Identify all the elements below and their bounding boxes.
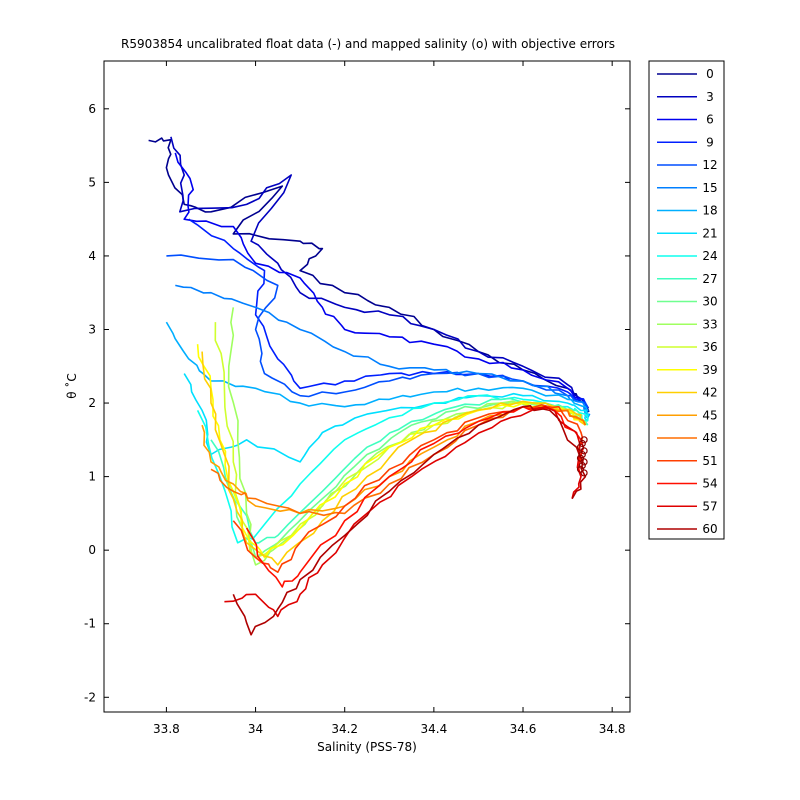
mapped-salinity-marker — [580, 469, 588, 477]
legend-label: 57 — [702, 499, 717, 513]
series-line-39 — [196, 344, 586, 559]
y-tick-label: 6 — [88, 102, 96, 116]
legend-label: 18 — [702, 204, 717, 218]
legend-label: 48 — [702, 431, 717, 445]
y-tick-label: 3 — [88, 322, 96, 336]
y-tick-label: 5 — [88, 175, 96, 189]
legend-label: 39 — [702, 363, 717, 377]
x-tick-label: 34.8 — [599, 722, 626, 736]
series-line-12 — [166, 254, 589, 419]
series-line-3 — [170, 136, 589, 419]
legend-label: 0 — [706, 67, 714, 81]
legend-box — [648, 60, 725, 540]
y-axis-label: θ ˚C — [64, 373, 79, 399]
series-line-60 — [232, 404, 587, 636]
chart-title: R5903854 uncalibrated float data (-) and… — [121, 37, 615, 51]
mapped-salinity-marker — [578, 450, 586, 459]
legend-label: 54 — [702, 477, 717, 491]
mapped-salinity-marker — [580, 436, 588, 444]
legend-label: 6 — [706, 113, 714, 127]
series-line-54 — [245, 405, 585, 588]
y-tick-label: 1 — [88, 470, 96, 484]
legend-label: 33 — [702, 317, 717, 331]
mapped-salinity-marker — [578, 439, 586, 448]
x-axis: 33.8 34 34.2 34.4 34.6 34.8 — [153, 61, 626, 736]
legend-label: 9 — [706, 135, 714, 149]
mapped-salinity-markers — [576, 436, 588, 477]
legend-label: 42 — [702, 386, 717, 400]
mapped-salinity-marker — [576, 454, 585, 462]
series-line-6 — [174, 152, 589, 419]
x-tick-label: 33.8 — [153, 722, 180, 736]
legend-label: 15 — [702, 181, 717, 195]
series-line-51 — [232, 404, 584, 574]
legend-label: 24 — [702, 249, 717, 263]
legend-label: 3 — [706, 90, 714, 104]
mapped-salinity-marker — [580, 458, 588, 466]
x-tick-label: 34 — [248, 722, 263, 736]
legend-label: 27 — [702, 272, 717, 286]
series-line-42 — [201, 351, 586, 566]
y-tick-label: -1 — [84, 617, 96, 631]
mapped-salinity-marker — [576, 443, 585, 451]
legend-label: 60 — [702, 522, 717, 536]
x-axis-label: Salinity (PSS-78) — [317, 740, 417, 754]
legend-label: 30 — [702, 295, 717, 309]
y-tick-label: 4 — [88, 249, 96, 263]
series-line-24 — [196, 394, 589, 544]
y-tick-label: -2 — [84, 690, 96, 704]
legend-label: 51 — [702, 454, 717, 468]
x-tick-label: 34.4 — [421, 722, 448, 736]
legend-label: 45 — [702, 408, 717, 422]
mapped-salinity-marker — [578, 461, 586, 470]
x-tick-label: 34.6 — [510, 722, 537, 736]
y-tick-label: 2 — [88, 396, 96, 410]
x-tick-label: 34.2 — [331, 722, 358, 736]
y-axis: -2 -1 0 1 2 3 4 5 6 — [84, 102, 630, 704]
y-tick-label: 0 — [88, 543, 96, 557]
legend-label: 12 — [702, 158, 717, 172]
series-line-15 — [175, 284, 591, 419]
series-group — [148, 136, 591, 636]
mapped-salinity-marker — [576, 465, 585, 473]
mapped-salinity-marker — [580, 447, 588, 455]
legend-label: 21 — [702, 226, 717, 240]
series-line-57 — [224, 405, 582, 618]
legend-label: 36 — [702, 340, 717, 354]
